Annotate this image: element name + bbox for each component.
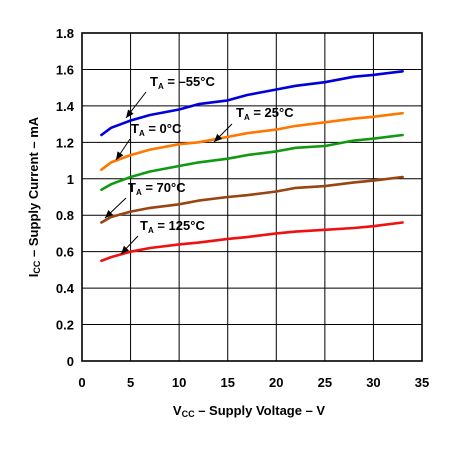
x-axis-label: VCC – Supply Voltage – V — [173, 403, 326, 419]
annotation-arrowhead — [121, 245, 130, 254]
y-tick-label: 0.8 — [56, 208, 74, 223]
x-tick-label: 15 — [220, 375, 234, 390]
series-label: TA = 0°C — [131, 121, 182, 138]
series-line-1 — [100, 111, 404, 171]
series-lines — [100, 70, 404, 263]
series-annotation-4: TA = 125°C — [120, 218, 205, 255]
series-label: TA = 125°C — [140, 218, 205, 235]
series-label: TA = 25°C — [236, 105, 294, 122]
y-tick-label: 1.4 — [56, 99, 75, 114]
y-tick-label: 1.6 — [56, 62, 74, 77]
grid-lines — [82, 33, 422, 361]
series-line-2 — [100, 133, 404, 191]
series-annotations: TA = –55°C TA = 25°C TA = 0°C TA = 70°C TA =… — [104, 74, 294, 255]
y-tick-label: 1 — [67, 172, 74, 187]
x-tick-label: 20 — [269, 375, 283, 390]
x-tick-label: 5 — [127, 375, 134, 390]
series-line-4 — [100, 221, 404, 263]
tick-labels: 0 5 10 15 20 25 30 35 0 0.2 0.4 0.6 0.8 1 1.2 1.4 1.6 1.8 — [56, 26, 429, 390]
annotation-arrowhead — [214, 133, 223, 142]
series-line-3 — [100, 175, 404, 224]
annotation-arrowhead — [105, 209, 114, 218]
y-tick-label: 1.8 — [56, 26, 74, 41]
series-annotation-0: TA = –55°C — [125, 74, 215, 119]
series-annotation-3: TA = 70°C — [104, 180, 186, 219]
series-label: TA = 70°C — [128, 180, 186, 197]
series-line-0 — [100, 70, 404, 137]
x-tick-label: 35 — [415, 375, 429, 390]
y-tick-label: 0.6 — [56, 245, 74, 260]
x-tick-label: 25 — [318, 375, 332, 390]
annotation-arrowhead — [116, 151, 124, 160]
x-tick-label: 10 — [172, 375, 186, 390]
y-tick-label: 0.4 — [56, 281, 75, 296]
plot-border — [81, 32, 423, 362]
x-tick-label: 0 — [78, 375, 85, 390]
y-axis-label: ICC – Supply Current – mA — [26, 116, 42, 277]
y-tick-label: 0.2 — [56, 318, 74, 333]
annotation-arrowhead — [126, 109, 134, 118]
y-tick-label: 0 — [67, 354, 74, 369]
series-annotation-2: TA = 0°C — [115, 121, 182, 161]
series-label: TA = –55°C — [150, 74, 215, 91]
series-annotation-1: TA = 25°C — [213, 105, 294, 143]
plot-frame — [81, 32, 423, 362]
y-tick-label: 1.2 — [56, 135, 74, 150]
x-tick-label: 30 — [366, 375, 380, 390]
